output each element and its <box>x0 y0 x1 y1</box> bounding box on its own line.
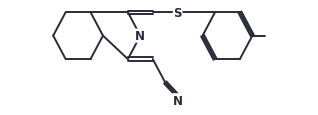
Text: N: N <box>135 30 145 43</box>
Text: N: N <box>173 94 183 107</box>
Text: S: S <box>173 7 182 20</box>
